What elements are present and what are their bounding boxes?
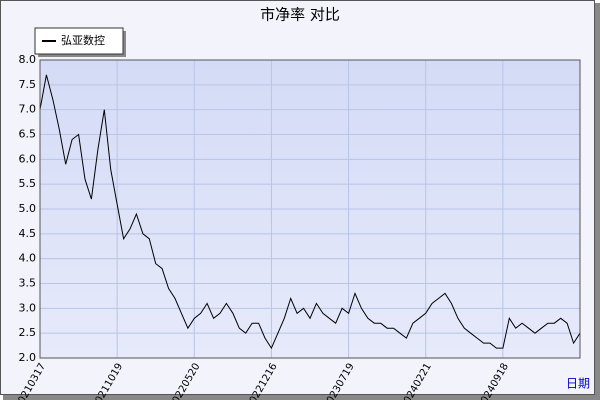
y-tick-label: 3.0 xyxy=(19,301,37,314)
y-tick-label: 6.0 xyxy=(19,152,37,165)
chart-title: 市净率 对比 xyxy=(260,6,340,24)
y-tick-label: 5.5 xyxy=(19,177,37,190)
y-tick-label: 2.5 xyxy=(19,326,37,339)
y-tick-label: 7.5 xyxy=(19,78,37,91)
x-axis-label: 日期 xyxy=(566,377,590,391)
y-tick-label: 4.5 xyxy=(19,227,37,240)
y-tick-label: 3.5 xyxy=(19,277,37,290)
plot-border xyxy=(39,59,581,359)
y-tick-label: 5.0 xyxy=(19,202,37,215)
y-tick-label: 8.0 xyxy=(19,53,37,66)
series-line xyxy=(39,74,581,350)
y-tick-label: 6.5 xyxy=(19,128,37,141)
y-tick-label: 7.0 xyxy=(19,103,37,116)
legend-label: 弘亚数控 xyxy=(61,33,105,47)
y-tick-label: 4.0 xyxy=(19,252,37,265)
y-tick-label: 2.0 xyxy=(19,351,37,364)
